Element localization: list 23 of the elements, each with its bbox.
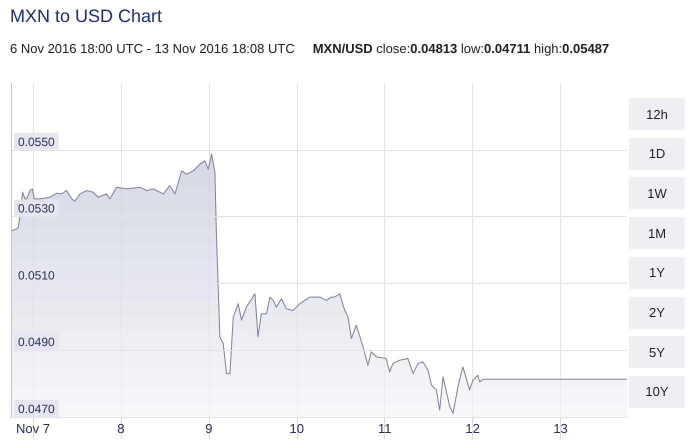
text: 10Y xyxy=(629,376,685,408)
x-tick-label: 12 xyxy=(465,421,480,436)
x-tick-label: 13 xyxy=(553,421,568,436)
text: 12h xyxy=(629,98,685,130)
x-tick-label: Nov 7 xyxy=(16,421,50,436)
text: 1W xyxy=(629,177,685,210)
text: 1Y xyxy=(629,256,685,289)
x-tick-label: 11 xyxy=(378,421,392,436)
x-tick-label: 9 xyxy=(205,421,212,436)
y-tick-label: 0.0510 xyxy=(18,268,56,282)
text: 1D xyxy=(629,138,685,170)
x-tick-label: 10 xyxy=(290,421,304,436)
text: 5Y xyxy=(629,336,685,368)
y-tick-label: 0.0470 xyxy=(18,402,56,416)
text: MXN/USD close:0.04813 low:0.04711 high:0.05487 xyxy=(312,41,610,56)
y-tick-label: 0.0490 xyxy=(18,335,56,350)
chart-subtitle: 6 Nov 2016 18:00 UTC - 13 Nov 2016 18:08 UTC xyxy=(10,41,295,56)
text: 1M xyxy=(629,217,685,250)
y-tick-label: 0.0550 xyxy=(18,134,56,149)
text: 2Y xyxy=(629,296,685,328)
x-tick-label: 8 xyxy=(117,421,125,436)
y-tick-label: 0.0530 xyxy=(18,202,56,216)
chart-title: MXN to USD Chart xyxy=(10,6,162,27)
